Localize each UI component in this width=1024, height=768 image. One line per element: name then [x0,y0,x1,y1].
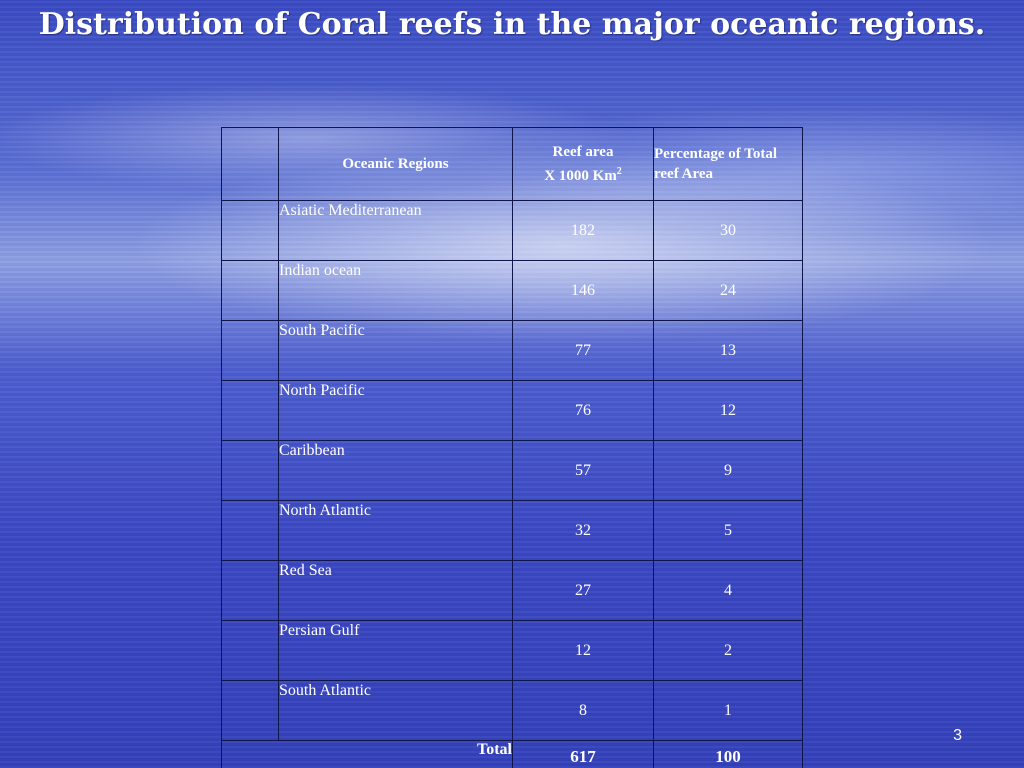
region-cell: North Pacific [278,380,513,441]
index-header-cell [221,127,279,201]
reef-area-cell: 8 [512,680,654,741]
reef-area-cell: 27 [512,560,654,621]
table-row: South Atlantic 8 1 [221,680,803,741]
percentage-cell: 24 [653,260,803,321]
coral-reef-table: Oceanic Regions Reef area X 1000 Km2 Per… [221,127,803,768]
reef-area-cell: 57 [512,440,654,501]
row-index-cell [221,680,279,741]
region-header: Oceanic Regions [278,127,513,201]
reef-area-cell: 76 [512,380,654,441]
total-row: Total 617 100 [221,740,803,768]
percentage-cell: 9 [653,440,803,501]
reef-area-header-line1: Reef area [552,144,614,160]
total-reef-area: 617 [512,740,654,768]
row-index-cell [221,560,279,621]
table-row: Indian ocean 146 24 [221,260,803,321]
slide-title: Distribution of Coral reefs in the major… [38,7,986,42]
total-percentage: 100 [653,740,803,768]
reef-area-header-line2: X 1000 Km [544,168,617,184]
percentage-cell: 5 [653,500,803,561]
table-row: South Pacific 77 13 [221,320,803,381]
percentage-cell: 12 [653,380,803,441]
table-row: North Atlantic 32 5 [221,500,803,561]
region-cell: Caribbean [278,440,513,501]
reef-area-cell: 32 [512,500,654,561]
reef-area-cell: 77 [512,320,654,381]
row-index-cell [221,260,279,321]
percentage-cell: 2 [653,620,803,681]
percentage-cell: 4 [653,560,803,621]
percentage-header: Percentage of Total reef Area [653,127,803,201]
table-header-row: Oceanic Regions Reef area X 1000 Km2 Per… [221,127,803,201]
table-row: Asiatic Mediterranean 182 30 [221,200,803,261]
reef-area-header-unit-exponent: 2 [616,166,622,177]
row-index-cell [221,200,279,261]
region-cell: South Pacific [278,320,513,381]
percentage-cell: 1 [653,680,803,741]
reef-area-header: Reef area X 1000 Km2 [512,127,654,201]
region-cell: Red Sea [278,560,513,621]
reef-area-cell: 12 [512,620,654,681]
region-cell: Persian Gulf [278,620,513,681]
region-cell: North Atlantic [278,500,513,561]
row-index-cell [221,440,279,501]
row-index-cell [221,380,279,441]
row-index-cell [221,620,279,681]
percentage-cell: 13 [653,320,803,381]
table-row: Persian Gulf 12 2 [221,620,803,681]
region-cell: South Atlantic [278,680,513,741]
table-row: Red Sea 27 4 [221,560,803,621]
page-number: 3 [953,727,962,744]
row-index-cell [221,500,279,561]
table-body: Asiatic Mediterranean 182 30 Indian ocean 14… [221,200,803,741]
region-cell: Asiatic Mediterranean [278,200,513,261]
reef-area-cell: 146 [512,260,654,321]
percentage-cell: 30 [653,200,803,261]
table-row: Caribbean 57 9 [221,440,803,501]
reef-area-cell: 182 [512,200,654,261]
table-row: North Pacific 76 12 [221,380,803,441]
total-label: Total [221,740,513,768]
row-index-cell [221,320,279,381]
region-cell: Indian ocean [278,260,513,321]
